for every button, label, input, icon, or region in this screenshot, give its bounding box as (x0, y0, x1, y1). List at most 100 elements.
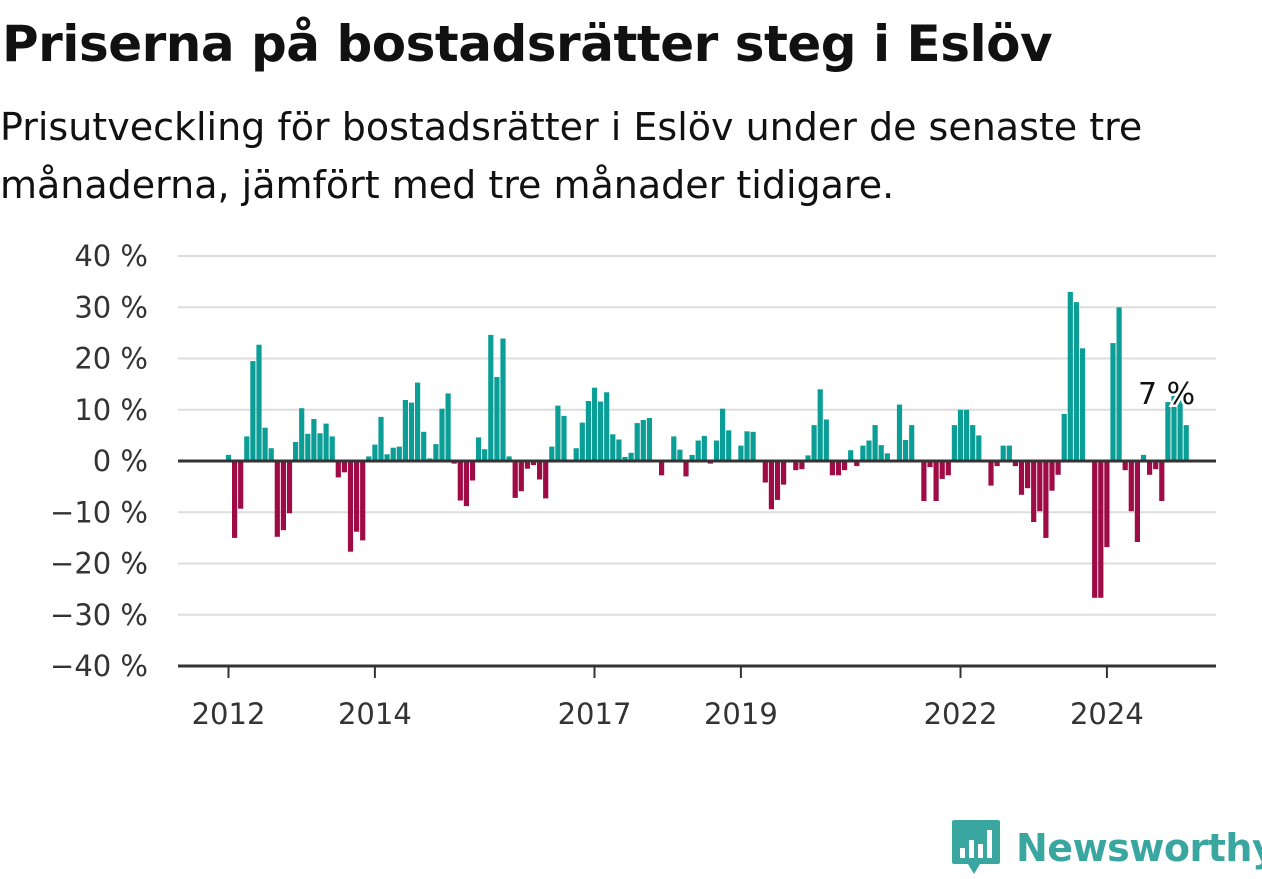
bar (634, 423, 640, 461)
bar (671, 436, 677, 461)
bar (415, 382, 421, 461)
bar (823, 419, 829, 461)
bar (1159, 461, 1165, 501)
bar (1067, 291, 1073, 461)
bar (1177, 386, 1183, 461)
bar (896, 404, 903, 461)
bar (494, 377, 500, 461)
bar (726, 430, 732, 462)
bar (829, 461, 835, 476)
bar (951, 425, 957, 461)
bar (341, 461, 347, 473)
bar (793, 461, 799, 471)
bar (506, 456, 512, 461)
bar (262, 427, 268, 461)
bar (433, 444, 439, 461)
bar (1025, 461, 1031, 489)
bar (537, 461, 543, 480)
bar (964, 409, 970, 462)
bar (335, 461, 341, 478)
bar (1037, 461, 1043, 512)
bar (530, 461, 537, 466)
bar (677, 449, 683, 461)
x-tick-label: 2024 (1070, 697, 1144, 731)
bar (311, 419, 317, 461)
bar (1147, 461, 1153, 475)
bar (689, 454, 695, 461)
bar (1000, 445, 1006, 461)
bar (445, 393, 451, 461)
bar (927, 461, 933, 468)
bar (805, 455, 811, 461)
y-tick-label: 0 % (93, 444, 148, 478)
bar (866, 440, 872, 461)
bar (1116, 307, 1122, 462)
bar (994, 461, 1000, 467)
bar (293, 442, 299, 461)
bar (744, 431, 750, 461)
bar (244, 436, 250, 461)
bar (1171, 394, 1177, 461)
page-subtitle: Prisutveckling för bostadsrätter i Eslöv… (0, 105, 1143, 207)
bar (232, 461, 238, 538)
bar (524, 461, 530, 469)
bar (884, 453, 890, 461)
bar (640, 420, 646, 461)
bar (360, 461, 366, 541)
newsworthy-logo-icon (952, 820, 1000, 874)
bar (988, 461, 994, 486)
bar (396, 446, 402, 461)
bar (598, 401, 604, 461)
bar (354, 461, 360, 532)
bar (256, 344, 262, 461)
x-axis-ticks: 2012 2014 2017 2019 2022 2024 (192, 666, 1144, 731)
bar (1079, 348, 1086, 462)
bar (1049, 461, 1055, 491)
bar (439, 408, 445, 461)
x-tick-label: 2017 (558, 697, 632, 731)
bar (842, 461, 848, 471)
bar (970, 425, 976, 461)
bar (366, 456, 372, 461)
bar (738, 445, 744, 461)
bar (1031, 461, 1037, 522)
y-tick-label: −20 % (50, 547, 148, 581)
bar (476, 437, 482, 461)
bar (622, 456, 628, 461)
bar (250, 361, 256, 461)
bar (488, 334, 494, 461)
bar (512, 461, 518, 498)
bar (500, 338, 506, 461)
bar (1183, 425, 1189, 461)
bar (1104, 461, 1110, 548)
y-tick-label: 10 % (74, 393, 148, 427)
bar (781, 461, 787, 485)
bar (848, 450, 854, 461)
bar (347, 461, 354, 552)
y-tick-label: −10 % (50, 495, 148, 529)
bar (811, 425, 817, 461)
bar (591, 387, 598, 461)
bar (945, 461, 951, 476)
x-tick-label: 2012 (192, 697, 266, 731)
x-tick-label: 2014 (338, 697, 412, 731)
bar (683, 461, 689, 477)
bar (646, 418, 652, 461)
y-tick-label: −30 % (50, 598, 148, 632)
bar (518, 461, 524, 492)
bar (933, 461, 939, 501)
bar (604, 392, 610, 461)
bar (976, 435, 982, 461)
bar (421, 431, 427, 461)
bar (878, 445, 884, 461)
bar (1110, 343, 1116, 461)
brand-name: Newsworthy (1016, 826, 1262, 870)
bar (909, 425, 915, 461)
bar (1140, 454, 1147, 461)
bar (469, 461, 476, 481)
bar (238, 461, 244, 509)
bar (1061, 413, 1067, 461)
gridlines (178, 255, 1216, 616)
bar (835, 461, 842, 476)
bar (299, 408, 305, 461)
